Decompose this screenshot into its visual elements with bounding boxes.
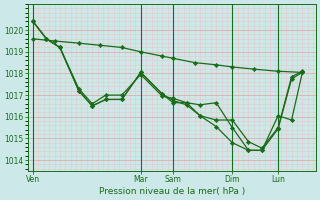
- X-axis label: Pression niveau de la mer( hPa ): Pression niveau de la mer( hPa ): [99, 187, 245, 196]
